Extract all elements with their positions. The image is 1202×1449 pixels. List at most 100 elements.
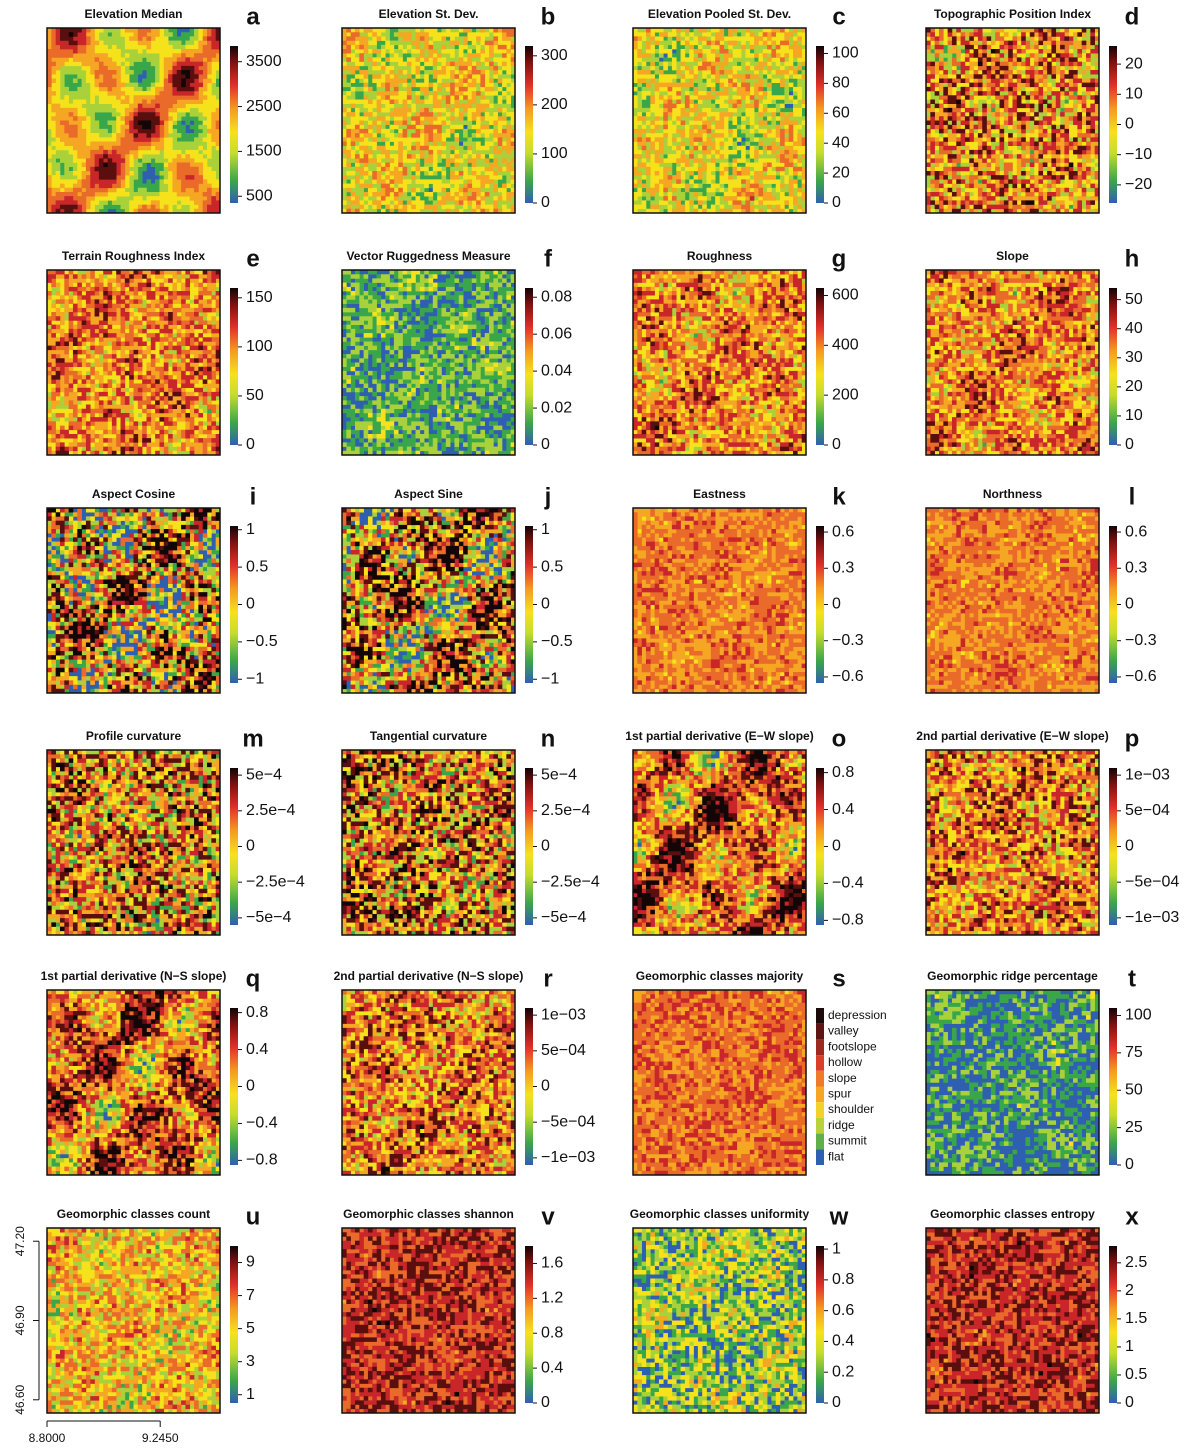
colorbar (816, 1246, 824, 1403)
colorbar-tick-label: −0.5 (541, 633, 573, 650)
colorbar-tick-label: 0 (246, 838, 255, 855)
colorbar (230, 526, 238, 683)
colorbar (816, 526, 824, 683)
legend-swatch (816, 1039, 824, 1055)
colorbar-tick-label: 0 (1125, 596, 1134, 613)
legend-swatch (816, 1149, 824, 1165)
panel-letter: m (242, 725, 263, 752)
colorbar-tick-label: 0.6 (832, 523, 854, 540)
panel-title: Tangential curvature (370, 729, 487, 743)
colorbar-tick-label: 200 (541, 96, 568, 113)
colorbar (1109, 1008, 1117, 1165)
colorbar (525, 1246, 533, 1403)
colorbar-tick-label: 1 (832, 1240, 841, 1257)
panel-letter: o (832, 725, 847, 752)
colorbar-tick-label: 0.4 (246, 1041, 268, 1058)
colorbar (230, 46, 238, 203)
legend-label: hollow (828, 1055, 862, 1069)
panel-letter: x (1125, 1203, 1139, 1230)
colorbar-tick-label: −0.4 (832, 875, 864, 892)
panel-title: Terrain Roughness Index (62, 249, 205, 263)
colorbar-tick-label: 0.4 (832, 801, 854, 818)
panel-letter: t (1128, 965, 1136, 992)
legend-swatch (816, 1102, 824, 1118)
panel-title: Roughness (687, 249, 753, 263)
colorbar-tick-label: 0.02 (541, 399, 572, 416)
colorbar-tick-label: −1 (246, 670, 264, 687)
colorbar-tick-label: 10 (1125, 86, 1143, 103)
colorbar (525, 46, 533, 203)
colorbar-tick-label: 50 (1125, 291, 1143, 308)
colorbar-tick-label: 0.06 (541, 325, 572, 342)
colorbar-tick-label: 0.3 (1125, 559, 1147, 576)
colorbar (230, 768, 238, 925)
colorbar (230, 288, 238, 445)
colorbar-tick-label: 0.04 (541, 362, 572, 379)
colorbar-tick-label: 0.8 (246, 1004, 268, 1021)
colorbar-tick-label: 0 (246, 1078, 255, 1095)
colorbar-tick-label: 0.8 (832, 1271, 854, 1288)
colorbar-tick-label: 50 (1125, 1081, 1143, 1098)
colorbar-tick-label: 50 (246, 387, 264, 404)
colorbar-tick-label: 1e−03 (541, 1006, 586, 1023)
colorbar-tick-label: 0 (541, 1078, 550, 1095)
panel-title: Elevation Pooled St. Dev. (648, 7, 791, 21)
colorbar-tick-label: 40 (832, 134, 850, 151)
panel-title: Geomorphic classes entropy (930, 1207, 1095, 1221)
colorbar-tick-label: 0 (246, 596, 255, 613)
colorbar-tick-label: 1.6 (541, 1255, 563, 1272)
colorbar-tick-label: 60 (832, 105, 850, 122)
colorbar-tick-label: 20 (832, 164, 850, 181)
legend-swatch (816, 1118, 824, 1134)
panel-letter: b (541, 3, 556, 30)
legend-label: summit (828, 1134, 867, 1148)
colorbar-tick-label: 150 (246, 289, 273, 306)
colorbar-tick-label: 500 (246, 187, 273, 204)
colorbar-tick-label: 80 (832, 75, 850, 92)
y-tick-label: 46.90 (13, 1305, 27, 1335)
colorbar-tick-label: 100 (1125, 1007, 1152, 1024)
colorbar (525, 1008, 533, 1165)
colorbar-tick-label: 0 (1125, 1156, 1134, 1173)
panel-letter: f (544, 245, 553, 272)
legend-label: valley (828, 1024, 859, 1038)
colorbar-tick-label: −0.6 (1125, 668, 1157, 685)
panel-letter: i (250, 483, 257, 510)
panel-title: Elevation St. Dev. (379, 7, 479, 21)
panel-title: Vector Ruggedness Measure (346, 249, 510, 263)
legend-swatch (816, 1134, 824, 1150)
colorbar (525, 768, 533, 925)
colorbar-tick-label: −1 (541, 670, 559, 687)
panel-title: Geomorphic classes uniformity (630, 1207, 810, 1221)
colorbar-tick-label: −0.8 (246, 1152, 278, 1169)
colorbar (525, 288, 533, 445)
panel-title: Geomorphic classes count (57, 1207, 210, 1221)
colorbar-tick-label: 5e−4 (541, 766, 577, 783)
colorbar-tick-label: 0.6 (832, 1302, 854, 1319)
colorbar-tick-label: 3 (246, 1353, 255, 1370)
panel-letter: l (1129, 483, 1136, 510)
colorbar-tick-label: 0 (1125, 838, 1134, 855)
colorbar-tick-label: 0 (541, 596, 550, 613)
colorbar-tick-label: −5e−04 (1125, 873, 1179, 890)
panel-title: Aspect Cosine (92, 487, 176, 501)
colorbar-tick-label: −0.3 (1125, 632, 1157, 649)
colorbar-tick-label: 0 (1125, 116, 1134, 133)
colorbar-tick-label: 200 (832, 386, 859, 403)
colorbar-tick-label: 100 (246, 338, 273, 355)
colorbar-tick-label: 10 (1125, 407, 1143, 424)
panel-letter: p (1125, 725, 1140, 752)
colorbar-tick-label: 20 (1125, 55, 1143, 72)
colorbar-tick-label: 30 (1125, 349, 1143, 366)
colorbar-tick-label: 7 (246, 1287, 255, 1304)
legend-swatch (816, 1008, 824, 1024)
legend-swatch (816, 1087, 824, 1103)
panel-letter: j (544, 483, 552, 510)
colorbar-tick-label: 300 (541, 47, 568, 64)
colorbar-tick-label: −2.5e−4 (541, 873, 600, 890)
colorbar-tick-label: 75 (1125, 1044, 1143, 1061)
legend-label: footslope (828, 1039, 877, 1053)
panel-letter: n (541, 725, 556, 752)
colorbar-tick-label: 0 (541, 194, 550, 211)
panel-letter: e (246, 245, 259, 272)
